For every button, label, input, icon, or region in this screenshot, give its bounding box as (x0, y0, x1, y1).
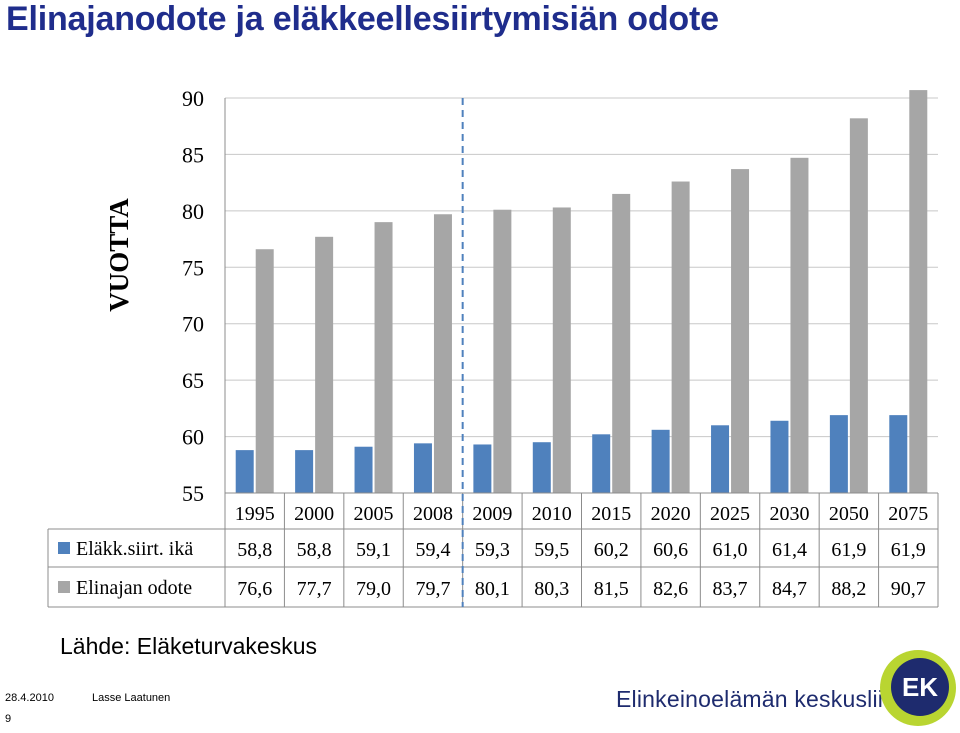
gridlines (224, 97, 938, 493)
data-label: 88,2 (831, 578, 866, 600)
bar-elakesiirtyma (235, 450, 254, 493)
data-label: 84,7 (772, 578, 807, 600)
category-label: 2075 (888, 503, 928, 525)
logo-text: EK (902, 672, 938, 702)
y-axis-label: VUOTTA (104, 198, 134, 312)
data-label: 79,0 (356, 578, 391, 600)
footer-date: 28.4.2010 (5, 692, 54, 704)
data-label: 59,4 (415, 539, 450, 561)
category-label: 1995 (235, 503, 275, 525)
category-label: 2008 (413, 503, 453, 525)
data-label: 58,8 (297, 539, 332, 561)
category-label: 2030 (769, 503, 809, 525)
bar-elakesiirtyma (651, 429, 670, 493)
bars (235, 90, 928, 494)
category-label: 2005 (354, 503, 394, 525)
y-tick-label: 90 (182, 86, 204, 111)
bar-elinajanodote (552, 207, 571, 493)
category-label: 2000 (294, 503, 334, 525)
category-label: 2015 (591, 503, 631, 525)
data-label: 59,3 (475, 539, 510, 561)
slide-title: Elinajanodote ja eläkkeellesiirtymisiän … (6, 0, 719, 38)
data-label: 90,7 (891, 578, 926, 600)
bar-elakesiirtyma (770, 420, 789, 493)
legend-label: Elinajan odote (76, 577, 192, 599)
category-label: 2050 (829, 503, 869, 525)
data-label: 79,7 (415, 578, 450, 600)
data-table: 1995 2000 2005 2008 2009 2010 2015 2020 2025 2030… (47, 98, 939, 608)
data-label: 58,8 (237, 539, 272, 561)
y-tick-label: 60 (182, 425, 204, 450)
data-label: 82,6 (653, 578, 688, 600)
data-label: 60,6 (653, 539, 688, 561)
data-label: 61,4 (772, 539, 807, 561)
data-label: 61,9 (831, 539, 866, 561)
category-label: 2025 (710, 503, 750, 525)
data-label: 61,0 (713, 539, 748, 561)
bar-elinajanodote (374, 222, 393, 493)
data-label: 80,3 (534, 578, 569, 600)
footer-page-number: 9 (5, 713, 12, 725)
y-tick-label: 80 (182, 199, 204, 224)
organization-name: Elinkeinoelämän keskusliitto (616, 686, 910, 712)
y-tick-label: 70 (182, 312, 204, 337)
category-label: 2009 (472, 503, 512, 525)
bar-elakesiirtyma (295, 450, 314, 493)
y-tick-label: 75 (182, 255, 204, 280)
data-label: 77,7 (297, 578, 332, 600)
bar-elinajanodote (909, 90, 928, 493)
data-label: 76,6 (237, 578, 272, 600)
data-label: 60,2 (594, 539, 629, 561)
bar-elinajanodote (493, 209, 512, 493)
bar-elakesiirtyma (889, 415, 908, 493)
footer-author: Lasse Laatunen (92, 692, 171, 704)
category-label: 2020 (651, 503, 691, 525)
bar-elakesiirtyma (711, 425, 730, 493)
data-label: 61,9 (891, 539, 926, 561)
data-label: 59,5 (534, 539, 569, 561)
category-label: 2010 (532, 503, 572, 525)
data-label: 80,1 (475, 578, 510, 600)
bar-elakesiirtyma (413, 443, 432, 493)
source-note: Lähde: Eläketurvakeskus (60, 633, 317, 659)
bar-elinajanodote (433, 214, 452, 493)
bar-elakesiirtyma (532, 442, 551, 493)
data-label: 83,7 (713, 578, 748, 600)
bar-elinajanodote (612, 193, 631, 493)
bar-elinajanodote (255, 249, 274, 493)
data-label: 81,5 (594, 578, 629, 600)
y-tick-label: 65 (182, 368, 204, 393)
ek-logo: EK (878, 648, 958, 728)
bar-elakesiirtyma (354, 446, 373, 493)
bar-elinajanodote (790, 157, 809, 494)
y-tick-label: 85 (182, 142, 204, 167)
legend-label: Eläkk.siirt. ikä (76, 538, 193, 560)
bar-elinajanodote (849, 118, 868, 494)
bar-elakesiirtyma (592, 434, 611, 493)
bar-elakesiirtyma (473, 444, 492, 493)
bar-elinajanodote (315, 236, 334, 494)
bar-elinajanodote (671, 181, 690, 493)
legend-swatch (58, 542, 70, 554)
bar-elakesiirtyma (829, 415, 848, 493)
y-tick-labels: 90 85 80 75 70 65 60 55 (182, 86, 204, 506)
y-tick-label: 55 (182, 481, 204, 506)
data-label: 59,1 (356, 539, 391, 561)
bar-elinajanodote (731, 169, 750, 493)
legend-swatch (58, 581, 70, 593)
